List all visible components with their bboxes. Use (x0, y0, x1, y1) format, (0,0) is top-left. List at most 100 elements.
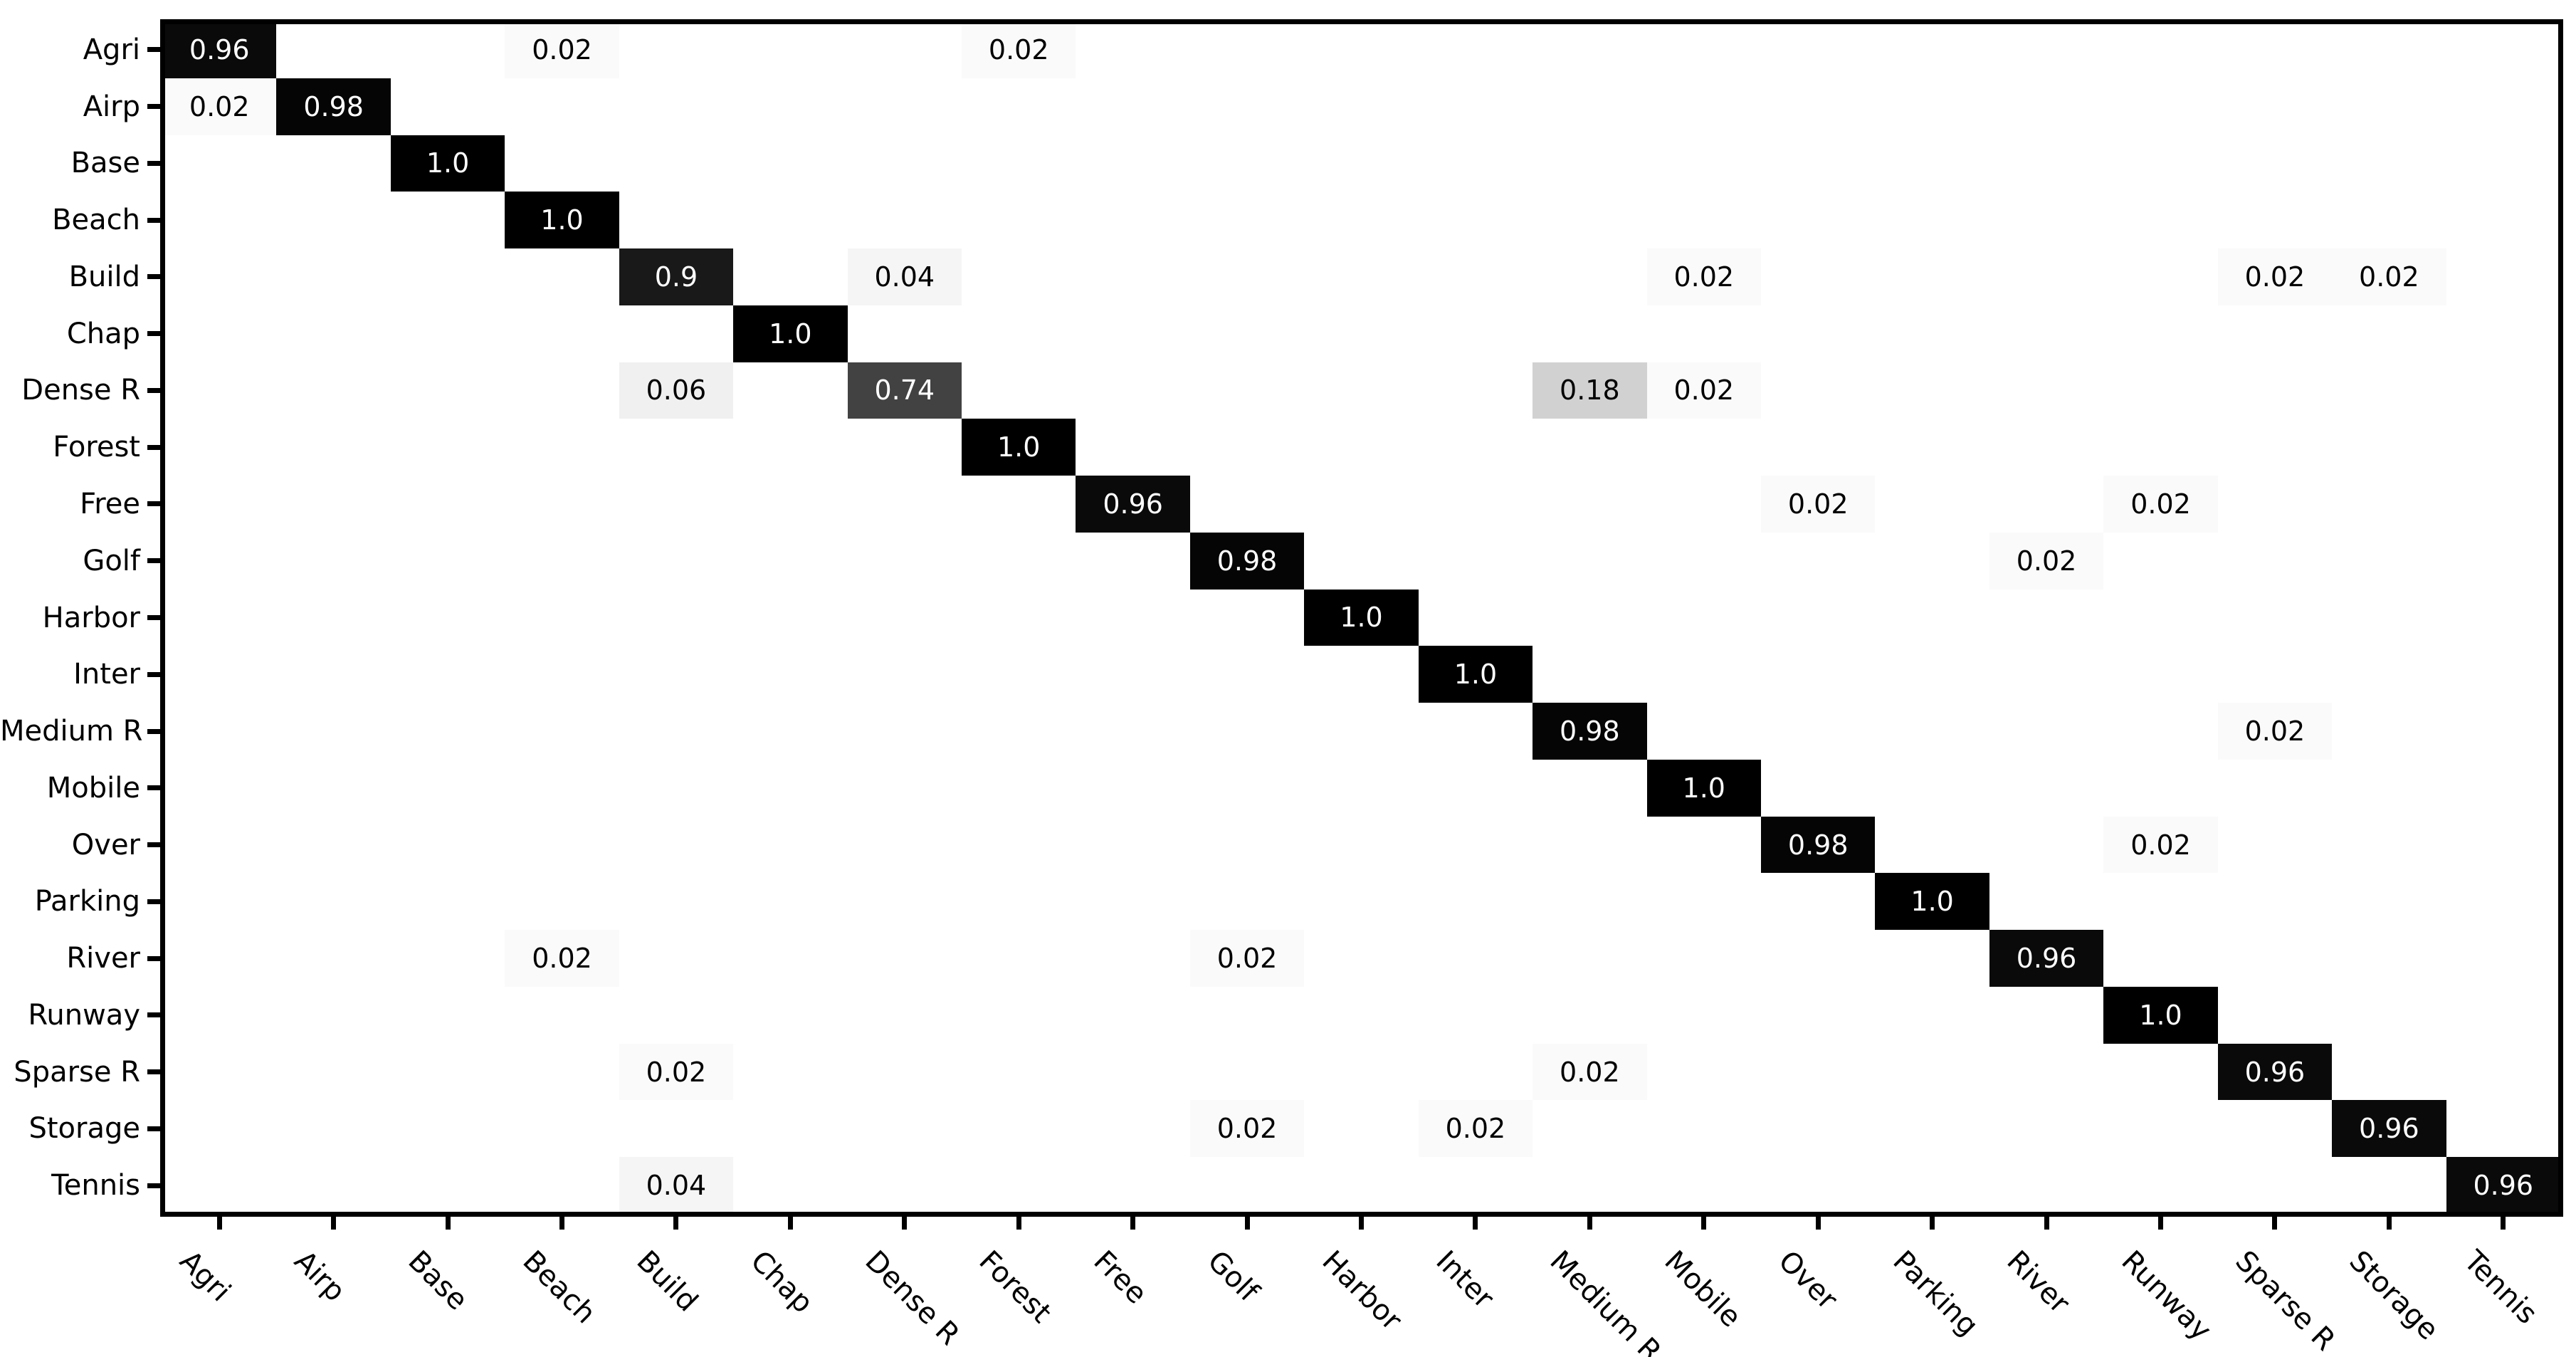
y-tick-label: Golf (83, 544, 140, 577)
matrix-cell-Build-Sparse R: 0.02 (2217, 248, 2333, 305)
x-tick-label: Harbor (1315, 1245, 1408, 1337)
x-tick (559, 1216, 564, 1230)
x-tick (2272, 1216, 2278, 1230)
y-tick-label: Medium R (0, 715, 143, 748)
x-tick (1815, 1216, 1821, 1230)
y-tick-label: Forest (53, 431, 140, 464)
matrix-cell-Medium R-Sparse R: 0.02 (2217, 703, 2333, 760)
y-tick-label: Base (70, 147, 140, 180)
matrix-cell-Tennis-Build: 0.04 (619, 1157, 734, 1214)
y-tick-label: River (66, 942, 140, 975)
x-tick (1473, 1216, 1478, 1230)
matrix-cell-Beach-Beach: 1.0 (505, 192, 619, 249)
matrix-cell-Agri-Agri: 0.96 (162, 21, 277, 78)
y-tick (147, 217, 160, 223)
matrix-cell-Over-Over: 0.98 (1761, 816, 1876, 874)
x-tick-label: River (2000, 1245, 2076, 1320)
matrix-cell-Dense R-Build: 0.06 (619, 362, 734, 419)
y-tick (147, 615, 160, 620)
y-tick (147, 47, 160, 53)
x-tick-label: Agri (173, 1245, 237, 1309)
y-tick (147, 785, 160, 791)
y-tick (147, 331, 160, 337)
y-tick (147, 1126, 160, 1131)
matrix-cell-Golf-River: 0.02 (1989, 532, 2104, 590)
x-tick (787, 1216, 793, 1230)
x-tick-label: Medium R (1543, 1245, 1668, 1357)
y-tick-label: Storage (28, 1112, 140, 1146)
x-tick-label: Sparse R (2229, 1245, 2342, 1357)
matrix-cell-Inter-Inter: 1.0 (1418, 646, 1533, 703)
matrix-cell-Free-Over: 0.02 (1761, 476, 1876, 533)
y-tick (147, 160, 160, 166)
y-tick (147, 501, 160, 507)
matrix-cell-Forest-Forest: 1.0 (962, 419, 1076, 476)
matrix-cell-Sparse R-Medium R: 0.02 (1533, 1043, 1647, 1101)
x-tick (1587, 1216, 1592, 1230)
y-tick-label: Inter (73, 658, 140, 691)
y-tick-label: Airp (83, 90, 140, 123)
y-tick (147, 444, 160, 450)
x-tick-label: Base (401, 1245, 474, 1317)
x-tick (1130, 1216, 1136, 1230)
x-tick-label: Golf (1201, 1245, 1266, 1309)
matrix-cell-Airp-Agri: 0.02 (162, 78, 277, 135)
y-tick (147, 558, 160, 564)
y-tick (147, 728, 160, 734)
y-tick-label: Runway (28, 998, 140, 1032)
y-tick (147, 274, 160, 280)
y-tick-label: Beach (52, 204, 140, 237)
matrix-cell-Build-Storage: 0.02 (2332, 248, 2446, 305)
matrix-cell-Agri-Beach: 0.02 (505, 21, 619, 78)
y-tick (147, 1012, 160, 1018)
x-tick-label: Tennis (2457, 1245, 2544, 1331)
x-tick (2501, 1216, 2506, 1230)
y-tick-label: Agri (83, 33, 140, 66)
y-tick-label: Free (80, 487, 140, 520)
matrix-cell-River-Beach: 0.02 (505, 930, 619, 987)
x-tick (1930, 1216, 1935, 1230)
x-tick-label: Chap (744, 1245, 820, 1320)
matrix-cell-River-Golf: 0.02 (1189, 930, 1305, 987)
y-tick-label: Tennis (51, 1169, 140, 1203)
y-tick-label: Chap (66, 317, 140, 350)
x-tick-label: Mobile (1658, 1245, 1747, 1334)
matrix-cell-Chap-Chap: 1.0 (733, 305, 848, 362)
y-tick (147, 898, 160, 904)
matrix-cell-Runway-Runway: 1.0 (2103, 986, 2218, 1044)
matrix-cell-Build-Dense R: 0.04 (847, 248, 962, 305)
matrix-cell-Storage-Golf: 0.02 (1189, 1100, 1305, 1158)
matrix-cell-Tennis-Tennis: 0.96 (2446, 1157, 2560, 1214)
x-tick-label: Inter (1429, 1245, 1500, 1315)
y-tick (147, 1069, 160, 1075)
matrix-cell-Free-Free: 0.96 (1076, 476, 1190, 533)
x-tick (2044, 1216, 2049, 1230)
y-tick (147, 387, 160, 393)
matrix-cell-Build-Mobile: 0.02 (1646, 248, 1761, 305)
y-tick (147, 104, 160, 110)
matrix-cell-Medium R-Medium R: 0.98 (1533, 703, 1647, 760)
matrix-cell-Storage-Storage: 0.96 (2332, 1100, 2446, 1158)
x-tick-label: Free (1087, 1245, 1153, 1311)
matrix-cell-Base-Base: 1.0 (390, 135, 505, 192)
matrix-cell-Dense R-Dense R: 0.74 (847, 362, 962, 419)
y-tick-label: Build (68, 260, 140, 293)
matrix-cell-Storage-Inter: 0.02 (1418, 1100, 1533, 1158)
x-tick (331, 1216, 337, 1230)
matrix-cell-Free-Runway: 0.02 (2103, 476, 2218, 533)
matrix-cell-Mobile-Mobile: 1.0 (1646, 759, 1761, 817)
x-tick-label: Storage (2343, 1245, 2446, 1347)
x-tick (216, 1216, 222, 1230)
matrix-cell-Dense R-Medium R: 0.18 (1533, 362, 1647, 419)
y-tick (147, 671, 160, 677)
matrix-cell-Harbor-Harbor: 1.0 (1304, 589, 1419, 646)
x-tick-label: Beach (515, 1245, 602, 1331)
matrix-cell-Agri-Forest: 0.02 (962, 21, 1076, 78)
x-tick-label: Forest (972, 1245, 1058, 1330)
matrix-cell-Sparse R-Sparse R: 0.96 (2217, 1043, 2333, 1101)
x-tick-label: Runway (2114, 1245, 2217, 1347)
x-tick (445, 1216, 451, 1230)
matrix-cell-Airp-Airp: 0.98 (276, 78, 391, 135)
y-tick (147, 955, 160, 961)
matrix-cell-Build-Build: 0.9 (619, 248, 734, 305)
